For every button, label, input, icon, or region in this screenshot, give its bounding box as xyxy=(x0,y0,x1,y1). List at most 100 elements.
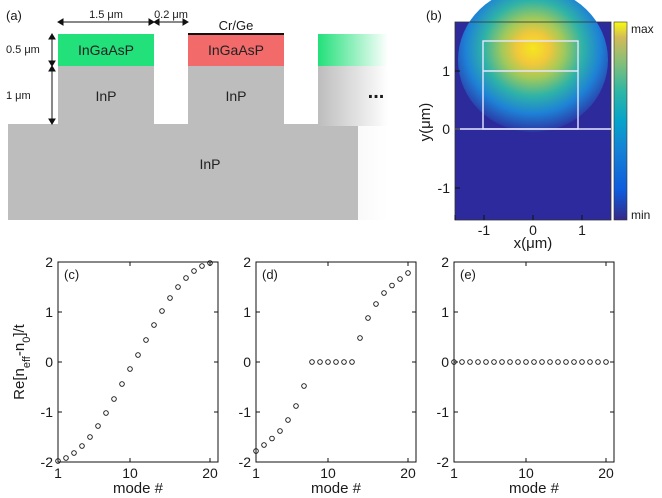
chart-c-ytick-label-0: 2 xyxy=(45,254,53,270)
ridge1-bottom-label: InP xyxy=(95,88,116,104)
chart-c-point-13 xyxy=(151,322,157,328)
chart-e-point-15 xyxy=(563,359,569,365)
chart-c-point-19 xyxy=(199,263,205,269)
chart-d-ytick-label-3: -1 xyxy=(239,404,252,420)
chart-e-frame xyxy=(453,261,615,463)
chart-e-point-20 xyxy=(603,359,609,365)
field-ytick-0: 0 xyxy=(442,121,450,137)
chart-d-xtick-label-0: 1 xyxy=(252,465,260,481)
panel-label-a: (a) xyxy=(6,8,22,23)
chart-d-xtick-label-1: 10 xyxy=(320,465,336,481)
chart-e-point-10 xyxy=(523,359,529,365)
chart-c-point-15 xyxy=(167,295,173,301)
chart-c-ytick-label-4: -2 xyxy=(41,454,54,470)
chart-c-xtick-label-0: 1 xyxy=(54,465,62,481)
chart-e-point-2 xyxy=(459,359,465,365)
colorbar-min-label: min xyxy=(631,208,650,222)
chart-c-frame xyxy=(57,261,219,463)
mode-bottom-mask xyxy=(455,140,611,220)
chart-e-point-6 xyxy=(491,359,497,365)
panel-b-field-map: (b) -1 0 1 1 0 -1 x(μm) y(μm) max xyxy=(417,0,654,252)
chart-e-point-1 xyxy=(451,359,457,365)
ridge1-inp xyxy=(58,66,154,126)
ridge-height-label: 1 μm xyxy=(6,90,31,102)
dimension-markers xyxy=(48,18,189,125)
chart-d-ytick-label-2: 0 xyxy=(243,354,251,370)
chart-e-point-14 xyxy=(555,359,561,365)
chart-e-ytick-label-3: -1 xyxy=(437,404,450,420)
ridge3-ingaasp-gain xyxy=(318,34,388,66)
eigenvalue-charts: (c) (d) (e) Re[neff-n0]/t 210-1-21 10 20mo… xyxy=(11,254,615,497)
mode-intensity xyxy=(458,0,608,132)
field-xlabel: x(μm) xyxy=(514,235,553,252)
chart-d-point-14 xyxy=(357,335,363,341)
chart-c-ylabel: Re[neff-n0]/t xyxy=(11,323,33,400)
chart-c-xtick-label-2: 20 xyxy=(202,465,218,481)
colorbar-max-label: max xyxy=(631,22,654,36)
chart-c-point-18 xyxy=(191,268,197,274)
chart-d-xtick-label-2: 20 xyxy=(400,465,416,481)
chart-e-ytick-label-2: 0 xyxy=(441,354,449,370)
chart-c-point-11 xyxy=(135,352,141,358)
panel-label-d: (d) xyxy=(262,267,278,282)
chart-e-point-12 xyxy=(539,359,545,365)
chart-d-point-16 xyxy=(373,301,379,307)
field-ylabel: y(μm) xyxy=(417,103,434,142)
chart-c-point-10 xyxy=(127,366,133,372)
chart-e-xtick-label-0: 1 xyxy=(450,465,458,481)
field-ytick-1: 1 xyxy=(442,63,450,79)
chart-d-point-8 xyxy=(309,359,315,365)
chart-e-point-3 xyxy=(467,359,473,365)
chart-c-point-4 xyxy=(79,443,85,449)
ridge2-top-label: InGaAsP xyxy=(208,42,264,58)
chart-d-point-12 xyxy=(341,359,347,365)
field-xtick-0: 0 xyxy=(529,222,537,238)
chart-d-point-17 xyxy=(381,290,387,296)
chart-d-point-3 xyxy=(269,435,275,442)
chart-e-ytick-label-1: 1 xyxy=(441,304,449,320)
chart-e-ytick-label-4: -2 xyxy=(437,454,450,470)
layer-thickness-label: 0.5 μm xyxy=(6,44,40,56)
contact-label: Cr/Ge xyxy=(219,18,254,33)
chart-d-point-13 xyxy=(349,359,355,365)
field-xtick-1: 1 xyxy=(578,222,586,238)
chart-c-point-17 xyxy=(183,275,189,281)
ridge2-ingaasp-loss xyxy=(188,34,284,66)
chart-c-xtick-label-1: 10 xyxy=(122,465,138,481)
substrate-label: InP xyxy=(199,156,220,172)
chart-d-point-7 xyxy=(301,383,307,389)
chart-e-point-4 xyxy=(475,359,481,365)
chart-d-point-5 xyxy=(285,417,291,423)
chart-c-point-8 xyxy=(111,396,117,402)
chart-e-ytick-label-0: 2 xyxy=(441,254,449,270)
chart-e-point-17 xyxy=(579,359,585,365)
chart-e-point-11 xyxy=(531,359,537,365)
chart-c-point-3 xyxy=(71,450,77,456)
colorbar xyxy=(613,21,628,221)
panel-label-e: (e) xyxy=(460,267,476,282)
chart-c-ytick-label-3: -1 xyxy=(41,404,54,420)
chart-e-xtick-label-2: 20 xyxy=(598,465,614,481)
chart-c-point-5 xyxy=(87,434,93,440)
waveguide-outline xyxy=(455,40,611,130)
chart-e-point-18 xyxy=(587,359,593,365)
chart-e-point-19 xyxy=(595,359,601,365)
chart-d-ytick-label-0: 2 xyxy=(243,254,251,270)
chart-c-xlabel: mode # xyxy=(113,480,164,497)
chart-c-point-2 xyxy=(63,455,69,461)
chart-c-ytick-label-2: 0 xyxy=(45,354,53,370)
chart-d-point-19 xyxy=(397,276,403,282)
chart-d-ytick-label-1: 1 xyxy=(243,304,251,320)
ridge1-top-label: InGaAsP xyxy=(78,42,134,58)
chart-e-point-9 xyxy=(515,359,521,365)
chart-e-point-7 xyxy=(499,359,505,365)
chart-d-xlabel: mode # xyxy=(311,480,362,497)
chart-d-point-10 xyxy=(325,359,331,365)
chart-e-xtick-label-1: 10 xyxy=(518,465,534,481)
chart-d-point-11 xyxy=(333,359,339,365)
panel-label-c: (c) xyxy=(64,267,79,282)
ridge2-inp xyxy=(188,66,284,126)
chart-d-point-15 xyxy=(365,315,371,321)
chart-c-point-6 xyxy=(95,423,101,429)
